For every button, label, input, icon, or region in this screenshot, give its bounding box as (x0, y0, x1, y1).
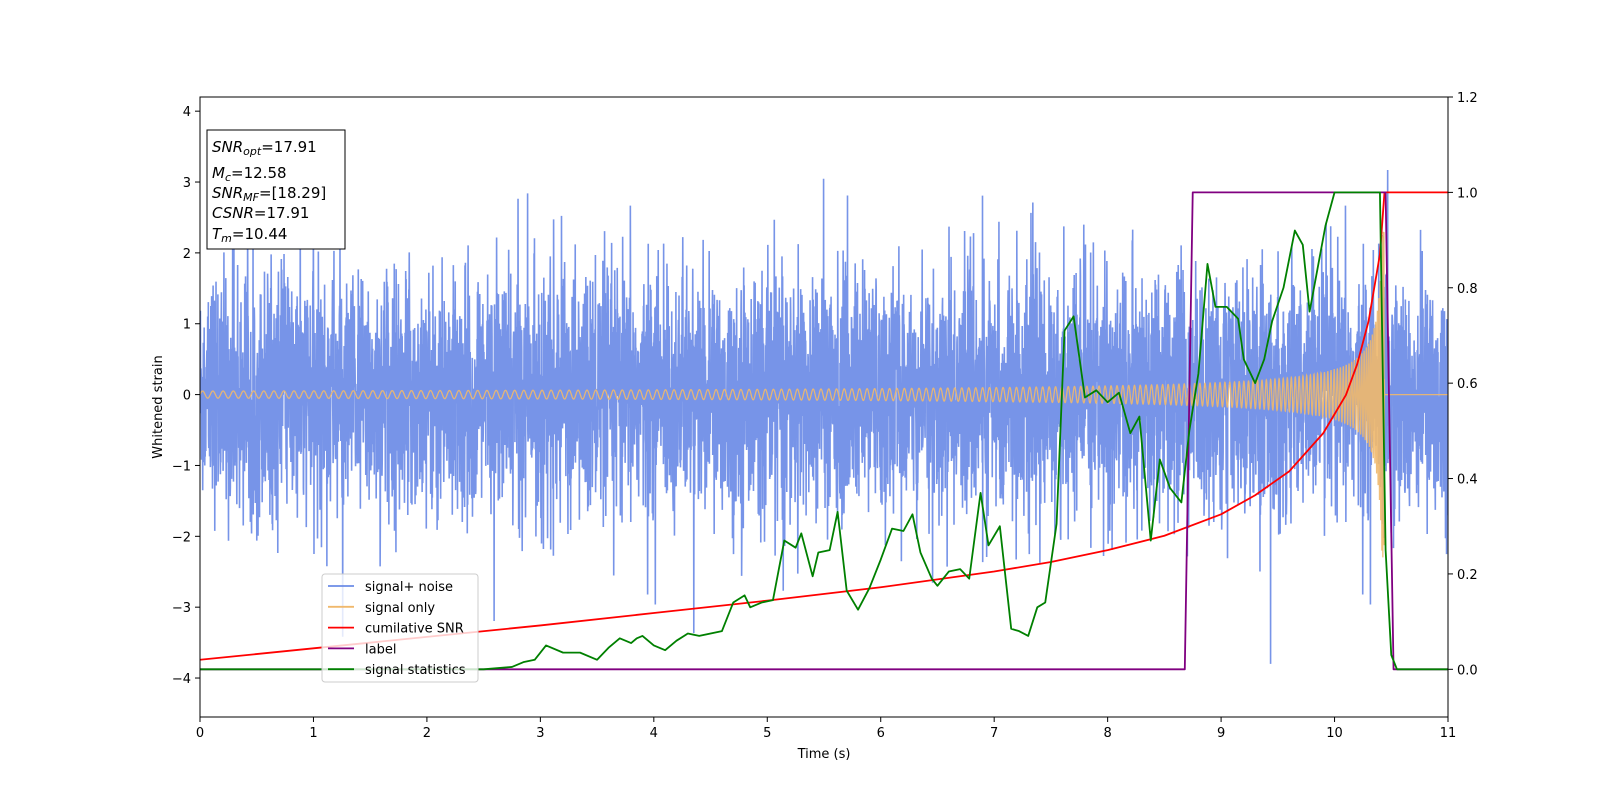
x-tick-label: 10 (1326, 726, 1343, 741)
y-axis-label: Whitened strain (151, 355, 166, 458)
x-tick-label: 7 (990, 726, 998, 741)
y-right-tick-label: 0.2 (1457, 568, 1478, 583)
x-tick-label: 9 (1217, 726, 1225, 741)
x-tick-label: 3 (536, 726, 544, 741)
x-tick-label: 1 (309, 726, 317, 741)
y-left-tick-label: −1 (172, 459, 191, 474)
y-right-tick-label: 1.0 (1457, 186, 1478, 201)
legend-entry: cumilative SNR (365, 622, 464, 637)
x-axis-label: Time (s) (797, 747, 851, 762)
y-left-tick-label: −4 (172, 672, 191, 687)
plot-frame (199, 96, 1449, 718)
y-right-tick-label: 0.6 (1457, 377, 1478, 392)
y-left-tick-label: 2 (183, 247, 191, 262)
legend-frame (321, 573, 479, 683)
legend-entry: signal only (365, 601, 435, 616)
signal-statistics-series (200, 191, 1448, 671)
info-mc: Mc=12.58 (212, 164, 287, 184)
noise-series (200, 169, 1448, 664)
info-tm: Tm=10.44 (212, 225, 287, 245)
info-csnr: CSNR=17.91 (212, 204, 309, 222)
x-tick-label: 6 (877, 726, 885, 741)
y-left-tick-label: 1 (183, 318, 191, 333)
info-box-frame (206, 129, 346, 250)
cumulative-snr-series (200, 191, 1448, 661)
x-tick-label: 8 (1103, 726, 1111, 741)
legend-entry: signal+ noise (365, 580, 453, 595)
x-tick-label: 5 (763, 726, 771, 741)
signal-only-series (200, 231, 1448, 558)
y-left-tick-label: 3 (183, 176, 191, 191)
series-layer (200, 169, 1448, 671)
y-left-tick-label: 4 (183, 105, 191, 120)
y-right-tick-label: 0.0 (1457, 663, 1478, 678)
info-box: SNRopt=17.91 Mc=12.58SNRMF=[18.29]CSNR=17… (206, 129, 346, 250)
y-left-tick-label: 0 (183, 389, 191, 404)
x-tick-label: 11 (1440, 726, 1457, 741)
y-left-tick-label: −2 (172, 530, 191, 545)
x-tick-label: 0 (196, 726, 204, 741)
x-tick-label: 2 (423, 726, 431, 741)
axes-layer: 0 1 2 3 4 5 6 7 8 9 10 11 −4 −3 −2 −1 0 1 2 3 4 0.0 0.2 0.4 0.6 0… (151, 91, 1478, 762)
legend: signal+ noise signal only cumilative SNR la… (321, 573, 479, 683)
y-left-tick-label: −3 (172, 601, 191, 616)
y-right-tick-label: 0.4 (1457, 473, 1478, 488)
info-snr-opt: SNRopt=17.91 (212, 138, 317, 158)
y-right-tick-label: 0.8 (1457, 282, 1478, 297)
plot-area (200, 169, 1448, 671)
legend-entry: signal statistics (365, 663, 466, 678)
x-tick-label: 4 (650, 726, 658, 741)
legend-entry: label (365, 642, 396, 657)
y-right-tick-label: 1.2 (1457, 91, 1478, 106)
info-snr-mf: SNRMF=[18.29] (212, 184, 326, 204)
